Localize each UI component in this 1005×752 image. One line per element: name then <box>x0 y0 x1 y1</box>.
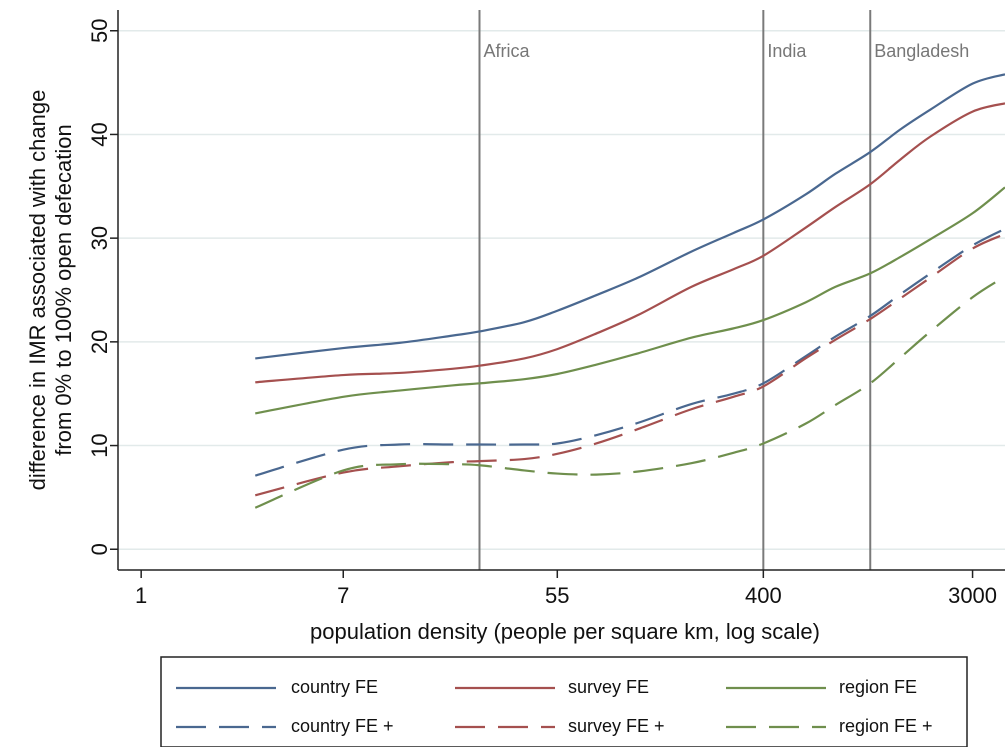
y-tick-label: 10 <box>87 433 112 457</box>
x-tick-label: 400 <box>745 583 782 608</box>
reference-line-label: Bangladesh <box>874 41 969 61</box>
y-tick-label: 40 <box>87 122 112 146</box>
legend-entry: survey FE + <box>568 716 665 736</box>
legend-entry: region FE <box>839 677 917 697</box>
legend-entry: country FE + <box>291 716 394 736</box>
x-tick-label: 1 <box>135 583 147 608</box>
legend: country FE survey FE region FE country FE +… <box>161 657 967 747</box>
legend-entry: region FE + <box>839 716 933 736</box>
reference-line-label: India <box>767 41 807 61</box>
x-tick-label: 7 <box>337 583 349 608</box>
x-tick-label: 55 <box>545 583 569 608</box>
plot-area <box>118 10 1005 570</box>
y-axis-title-line: from 0% to 100% open defecation <box>51 124 76 455</box>
y-axis-title: difference in IMR associated with change… <box>25 90 76 491</box>
legend-entry: country FE <box>291 677 378 697</box>
x-axis-title: population density (people per square km… <box>310 619 820 644</box>
reference-line-label: Africa <box>483 41 530 61</box>
y-axis-title-line: difference in IMR associated with change <box>25 90 50 491</box>
y-tick-label: 20 <box>87 330 112 354</box>
legend-entry: survey FE <box>568 677 649 697</box>
y-tick-label: 50 <box>87 18 112 42</box>
x-tick-label: 3000 <box>948 583 997 608</box>
y-tick-label: 30 <box>87 226 112 250</box>
y-tick-label: 0 <box>87 543 112 555</box>
